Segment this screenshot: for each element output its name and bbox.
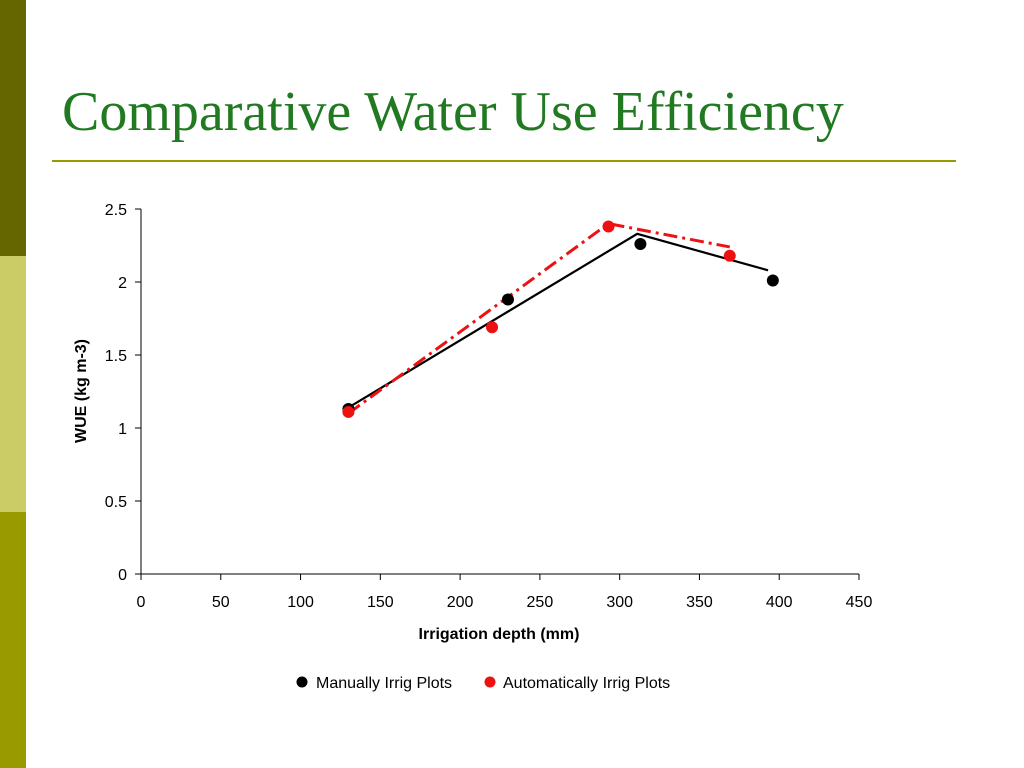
legend-marker-0 (296, 676, 308, 688)
point-series-1-1 (486, 321, 499, 334)
y-tick-label-1: 0.5 (105, 494, 127, 511)
y-tick-label-4: 2 (118, 275, 127, 292)
x-tick-label-2: 100 (287, 594, 314, 611)
side-bar-mid (0, 512, 26, 768)
trend-lines (347, 222, 769, 415)
x-tick-label-6: 300 (606, 594, 633, 611)
legend-label-1: Automatically Irrig Plots (503, 675, 670, 692)
x-tick-label-3: 150 (367, 594, 394, 611)
trend-line-series-1 (347, 222, 731, 415)
legend-label-0: Manually Irrig Plots (316, 675, 452, 692)
point-series-1-2 (602, 220, 615, 233)
chart-axes: 0 50 100 150 200 250 300 350 400 450 0 0.5 1 1.5 2 2.5 (105, 202, 873, 611)
point-series-0-2 (634, 238, 647, 251)
slide-title: Comparative Water Use Efficiency (62, 81, 844, 143)
title-rule (52, 160, 956, 162)
chart-legend: Manually Irrig Plots Automatically Irrig … (296, 675, 670, 692)
x-tick-label-1: 50 (212, 594, 230, 611)
x-tick-label-5: 250 (527, 594, 554, 611)
x-tick-label-7: 350 (686, 594, 713, 611)
side-bar-dark (0, 0, 26, 256)
y-tick-label-3: 1.5 (105, 348, 127, 365)
x-axis-title: Irrigation depth (mm) (419, 626, 580, 643)
x-tick-label-4: 200 (447, 594, 474, 611)
legend-marker-1 (484, 676, 496, 688)
point-series-1-0 (342, 405, 355, 418)
y-tick-label-0: 0 (118, 567, 127, 584)
data-points (342, 220, 779, 418)
x-tick-label-9: 450 (846, 594, 873, 611)
side-bar-light (0, 256, 26, 512)
x-tick-label-8: 400 (766, 594, 793, 611)
x-tick-label-0: 0 (137, 594, 146, 611)
trend-line-series-0 (347, 232, 769, 409)
point-series-0-1 (501, 293, 514, 306)
y-tick-label-5: 2.5 (105, 202, 127, 219)
y-tick-label-2: 1 (118, 421, 127, 438)
y-axis-title: WUE (kg m-3) (73, 339, 90, 443)
point-series-1-3 (723, 249, 736, 262)
point-series-0-3 (766, 274, 779, 287)
